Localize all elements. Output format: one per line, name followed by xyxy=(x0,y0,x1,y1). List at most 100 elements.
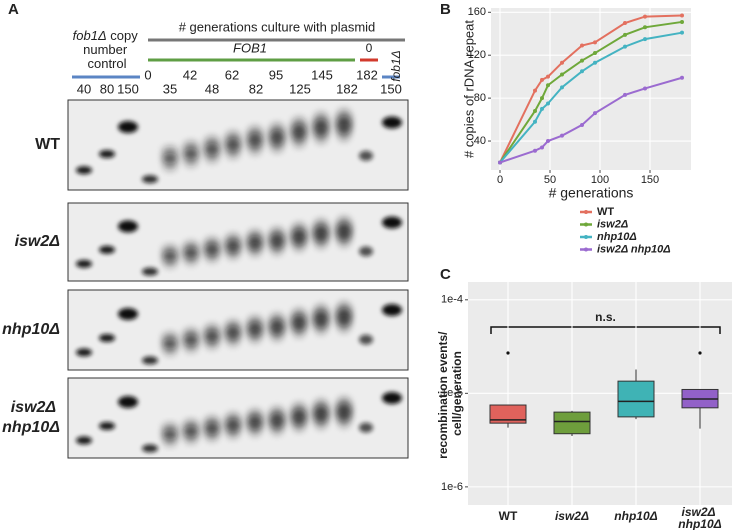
legend-swatch xyxy=(584,235,588,239)
x-tick-label: WT xyxy=(499,509,518,523)
gel-band xyxy=(226,332,240,347)
y-tick-label: 1e-5 xyxy=(441,387,463,399)
outlier xyxy=(698,351,702,355)
box xyxy=(617,380,655,418)
lane-label: 95 xyxy=(269,67,283,82)
gel-band xyxy=(142,175,158,184)
data-point xyxy=(533,148,537,153)
gel-band xyxy=(359,334,373,345)
series-line xyxy=(499,76,683,164)
gel-band xyxy=(382,216,402,229)
y-tick-label: 120 xyxy=(468,49,486,61)
data-point xyxy=(533,88,537,93)
gel-band xyxy=(205,249,219,263)
gel-band xyxy=(142,267,158,276)
lane-label: 145 xyxy=(311,67,333,82)
gel-band xyxy=(142,444,158,453)
gel-band xyxy=(292,415,306,433)
gel-band xyxy=(184,340,198,353)
gel-band xyxy=(314,411,328,430)
gel-band xyxy=(248,421,262,437)
data-point xyxy=(623,21,627,26)
lane-label: 62 xyxy=(225,67,239,82)
no-plasmid-label: 0 xyxy=(366,41,373,55)
data-point xyxy=(680,75,684,80)
data-point xyxy=(560,60,564,65)
lane-label: 150 xyxy=(117,81,139,96)
lane-label: 82 xyxy=(249,81,263,96)
lane-label: 125 xyxy=(289,81,311,96)
gel-band xyxy=(99,150,115,158)
gel-band xyxy=(270,137,284,153)
gel-band xyxy=(184,253,198,266)
x-tick-label: 150 xyxy=(641,174,659,186)
gel-band xyxy=(76,259,92,268)
panel-label: B xyxy=(440,1,451,18)
data-point xyxy=(540,96,544,101)
gel-band xyxy=(76,166,92,175)
data-point xyxy=(643,86,647,91)
panel-label: C xyxy=(440,266,451,283)
gel xyxy=(67,202,409,282)
x-tick-label: isw2Δ nhp10Δ xyxy=(678,505,721,530)
lane-label: 42 xyxy=(183,67,197,82)
gel-band xyxy=(314,316,328,335)
gel-band xyxy=(205,428,219,442)
y-tick-label: 40 xyxy=(474,135,486,147)
data-point xyxy=(533,108,537,113)
x-tick-label: isw2Δ xyxy=(555,509,589,523)
gel-band xyxy=(205,336,219,350)
data-point xyxy=(643,14,647,19)
gel-band xyxy=(226,245,240,260)
gel-band xyxy=(99,334,115,342)
row-label: isw2Δ nhp10Δ xyxy=(2,399,60,436)
lane-label: 80 xyxy=(100,81,114,96)
control-text: copy number control xyxy=(83,28,141,71)
gel-band xyxy=(118,308,138,320)
x-tick-label: nhp10Δ xyxy=(614,509,657,523)
data-point xyxy=(680,13,684,18)
gel-band xyxy=(184,432,198,444)
gel-band xyxy=(382,116,402,129)
data-point xyxy=(580,43,584,48)
gel-band xyxy=(337,409,351,429)
y-axis-title: # copies of rDNA repeat xyxy=(461,20,476,158)
data-point xyxy=(560,133,564,138)
gel-band xyxy=(76,436,92,445)
gel-band xyxy=(270,419,284,436)
gel-band xyxy=(382,392,402,404)
data-point xyxy=(623,92,627,97)
gel-band xyxy=(359,150,373,161)
gel-band xyxy=(248,241,262,257)
row-label: nhp10Δ xyxy=(2,321,60,338)
box xyxy=(553,411,591,435)
control-strain: fob1Δ xyxy=(73,28,107,43)
gel-band xyxy=(292,131,306,149)
right-strain-label: fob1Δ xyxy=(389,50,403,81)
gel-band xyxy=(270,239,284,256)
series-line xyxy=(499,31,683,164)
gel xyxy=(67,289,409,371)
x-tick-label: 0 xyxy=(497,174,503,186)
lane-label: 40 xyxy=(77,81,91,96)
data-point xyxy=(533,119,537,124)
data-point xyxy=(593,40,597,45)
data-point xyxy=(580,122,584,127)
x-tick-label: 50 xyxy=(544,174,556,186)
gel-band xyxy=(314,126,328,145)
data-point xyxy=(546,101,550,106)
annotation: n.s. xyxy=(595,310,616,324)
gel-band xyxy=(226,425,240,439)
lane-label: 48 xyxy=(205,81,219,96)
row-label: isw2Δ xyxy=(15,233,61,250)
gel-band xyxy=(163,344,177,356)
series-line xyxy=(499,20,683,164)
y-tick-label: 1e-6 xyxy=(441,481,463,493)
row-label: WT xyxy=(35,136,60,153)
panel-label: A xyxy=(8,1,19,18)
gel-band xyxy=(184,155,198,168)
data-point xyxy=(643,25,647,30)
data-point xyxy=(560,72,564,77)
data-point xyxy=(540,145,544,150)
